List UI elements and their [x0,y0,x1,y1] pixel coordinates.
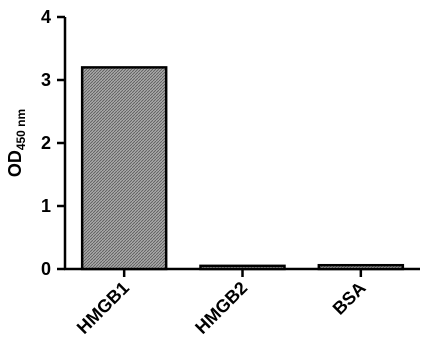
y-axis: 0 1 2 3 4 [41,7,67,279]
bar-hmgb2 [199,264,286,271]
x-category-label: HMGB1 [73,278,133,338]
bar-bsa [317,263,405,271]
y-tick-label: 3 [41,70,51,90]
y-tick-label: 1 [41,196,51,216]
y-axis-title-subscript: 450 nm [14,109,28,150]
y-axis-title-main: OD [5,150,25,177]
x-category-label: BSA [329,278,370,319]
x-category-label: HMGB2 [191,278,251,338]
category-labels: HMGB1 HMGB2 BSA [73,278,370,338]
y-tick-label: 0 [41,259,51,279]
bar-hmgb1 [80,66,168,271]
y-tick-label: 2 [41,133,51,153]
y-axis-title: OD450 nm [5,109,28,177]
bars [80,66,405,271]
y-tick-label: 4 [41,7,51,27]
